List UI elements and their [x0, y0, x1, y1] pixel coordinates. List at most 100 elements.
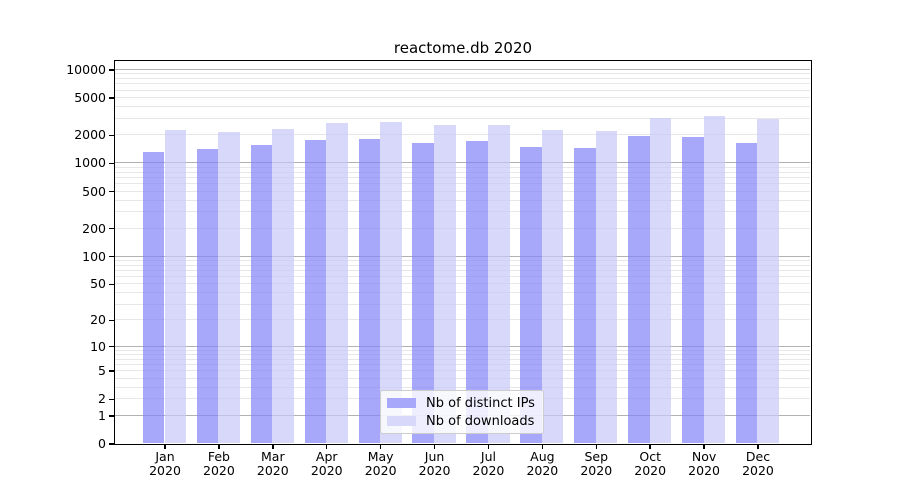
bar-downloads-jun [434, 124, 456, 443]
gridline-minor [115, 259, 810, 261]
chart-title: reactome.db 2020 [393, 39, 533, 57]
gridline-minor [115, 386, 810, 388]
bar-distinct-ips-sep [574, 148, 596, 443]
x-tick-label: Jun 2020 [418, 449, 451, 478]
gridline-minor [115, 283, 810, 285]
x-tick-label: Mar 2020 [256, 449, 289, 478]
y-axis-tick [109, 97, 114, 99]
gridline-minor [115, 83, 810, 85]
bar-distinct-ips-may [358, 138, 381, 443]
legend-label-downloads: Nb of downloads [426, 413, 535, 429]
y-axis-tick [109, 255, 114, 258]
gridline-minor [115, 171, 810, 173]
x-tick-label: Aug 2020 [526, 449, 559, 478]
gridline-minor [115, 166, 810, 168]
gridline-minor [115, 117, 810, 119]
y-tick-label: 5000 [74, 90, 106, 106]
gridline-minor [115, 377, 810, 379]
bar-distinct-ips-apr [304, 140, 327, 443]
y-tick-label: 1000 [74, 155, 106, 171]
bar-distinct-ips-dec [735, 143, 758, 443]
gridline-minor [115, 106, 810, 108]
gridline-minor [115, 303, 810, 305]
bar-downloads-may [380, 122, 402, 443]
y-tick-label: 0 [98, 436, 106, 451]
bar-downloads-oct [649, 117, 672, 443]
y-axis-tick [109, 162, 114, 165]
x-axis-tick [272, 444, 274, 449]
gridline-minor [115, 183, 810, 185]
y-tick-label: 10 [90, 338, 106, 354]
x-tick-label: Dec 2020 [742, 449, 774, 478]
gridline-minor [115, 176, 810, 178]
x-axis-tick [379, 444, 382, 449]
x-tick-label: May 2020 [364, 449, 397, 478]
bar-downloads-nov [703, 115, 726, 443]
x-axis-tick [703, 444, 705, 449]
gridline-minor [115, 190, 810, 192]
bar-downloads-apr [326, 122, 348, 443]
y-tick-label: 10000 [66, 61, 106, 77]
y-tick-label: 500 [82, 183, 106, 199]
y-tick-label: 20 [90, 312, 106, 328]
legend-swatch-distinct-ips-icon [387, 398, 416, 408]
y-tick-label: 50 [90, 276, 106, 292]
legend-entry-downloads: Nb of downloads [387, 414, 537, 429]
x-axis-tick [325, 444, 328, 449]
bar-distinct-ips-jun [412, 143, 435, 443]
y-tick-label: 200 [82, 220, 106, 236]
legend-swatch-downloads-icon [387, 416, 416, 426]
gridline-minor [115, 97, 810, 99]
y-axis-tick [109, 398, 114, 401]
y-tick-label: 100 [82, 248, 106, 264]
y-axis-tick [109, 227, 114, 230]
bar-downloads-mar [272, 129, 294, 443]
x-axis-tick [433, 444, 436, 449]
y-axis-tick [109, 443, 114, 445]
gridline-minor [115, 358, 810, 360]
bar-distinct-ips-feb [196, 148, 219, 443]
bar-downloads-feb [218, 131, 240, 443]
bar-distinct-ips-mar [250, 145, 273, 443]
gridline-minor [115, 269, 810, 271]
y-axis-tick [109, 319, 114, 322]
gridline-minor [115, 73, 810, 75]
gridline-minor [115, 78, 810, 80]
gridline-major [115, 345, 810, 347]
gridline-minor [115, 199, 810, 201]
x-tick-label: Sep 2020 [580, 449, 613, 478]
gridline-major [115, 68, 810, 70]
gridline-major [115, 255, 810, 257]
legend-entry-distinct-ips: Nb of distinct IPs [387, 396, 537, 411]
x-axis-tick [595, 444, 598, 449]
y-axis-tick [109, 415, 114, 417]
bar-distinct-ips-oct [628, 136, 650, 443]
gridline-minor [115, 211, 810, 213]
y-axis-tick [109, 283, 114, 286]
y-axis-tick [109, 69, 114, 71]
x-axis-tick [541, 444, 544, 449]
gridline-minor [115, 89, 810, 91]
gridline-minor [115, 363, 810, 365]
y-axis-tick [109, 190, 114, 193]
x-tick-label: Feb 2020 [203, 449, 235, 478]
y-tick-label: 2000 [74, 127, 106, 143]
x-tick-label: Apr 2020 [310, 449, 343, 478]
bar-downloads-aug [541, 130, 564, 443]
x-tick-label: Jul 2020 [472, 449, 505, 478]
x-axis-tick [218, 444, 220, 449]
x-axis-tick [649, 444, 651, 449]
gridline-minor [115, 134, 810, 136]
y-tick-label: 2 [98, 391, 106, 407]
x-axis-tick [164, 444, 166, 449]
gridline-minor [115, 264, 810, 266]
x-axis-tick [757, 444, 759, 449]
y-tick-label: 5 [98, 363, 106, 379]
gridline-major [115, 162, 810, 164]
y-tick-label: 1 [98, 407, 106, 423]
gridline-minor [115, 319, 810, 321]
gridline-minor [115, 227, 810, 229]
x-tick-label: Nov 2020 [688, 449, 720, 478]
gridline-minor [115, 276, 810, 278]
